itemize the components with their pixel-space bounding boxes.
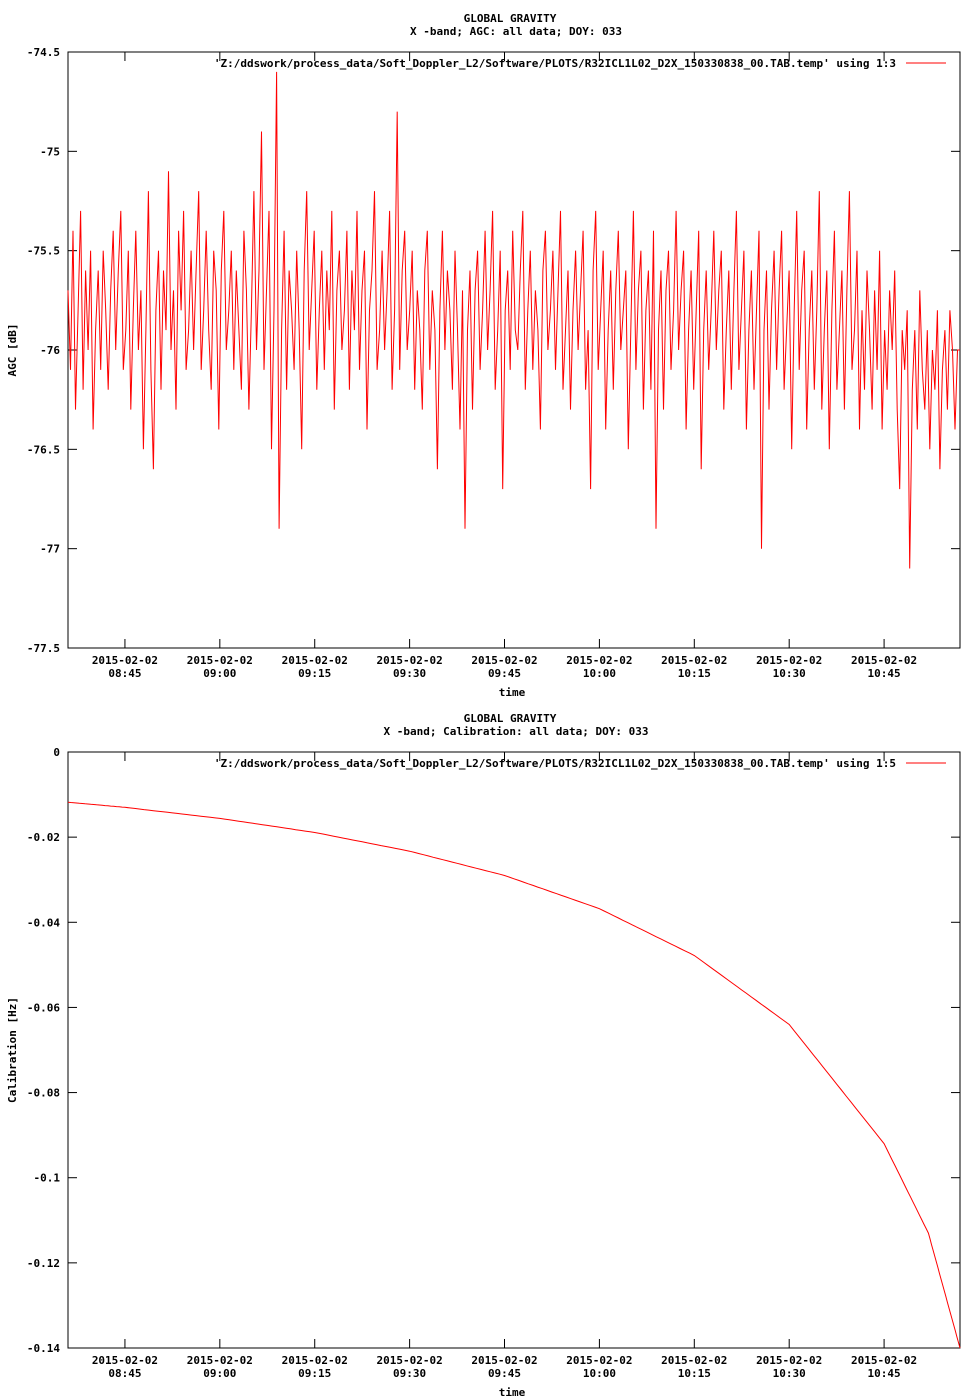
x-tick-time-label: 10:15 [678,667,711,680]
y-tick-label: 0 [53,746,60,759]
x-tick-date-label: 2015-02-02 [282,654,348,667]
legend-entry-label: 'Z:/ddswork/process_data/Soft_Doppler_L2… [214,757,896,770]
x-tick-time-label: 10:30 [773,1367,806,1380]
x-tick-date-label: 2015-02-02 [282,1354,348,1367]
x-tick-date-label: 2015-02-02 [661,1354,727,1367]
y-tick-label: -0.04 [27,916,60,929]
x-axis-label: time [499,1386,526,1399]
y-tick-label: -76 [40,344,60,357]
x-tick-date-label: 2015-02-02 [471,654,537,667]
x-tick-date-label: 2015-02-02 [756,1354,822,1367]
y-tick-label: -75 [40,145,60,158]
calibration-series-line [67,801,961,1349]
y-tick-label: -0.06 [27,1001,60,1014]
plot-frame [67,751,961,1349]
x-tick-date-label: 2015-02-02 [661,654,727,667]
x-tick-date-label: 2015-02-02 [566,1354,632,1367]
y-tick-label: -0.12 [27,1257,60,1270]
x-tick-time-label: 09:15 [298,667,331,680]
chart-subtitle: X -band; AGC: all data; DOY: 033 [410,25,622,38]
y-axis-label: AGC [dB] [6,324,19,377]
x-tick-time-label: 10:30 [773,667,806,680]
x-tick-date-label: 2015-02-02 [566,654,632,667]
legend-entry-label: 'Z:/ddswork/process_data/Soft_Doppler_L2… [214,57,896,70]
x-tick-time-label: 09:00 [203,667,236,680]
x-tick-date-label: 2015-02-02 [92,654,158,667]
x-tick-date-label: 2015-02-02 [187,654,253,667]
y-tick-label: -0.08 [27,1087,60,1100]
y-tick-label: -0.1 [34,1172,61,1185]
x-tick-time-label: 10:45 [868,1367,901,1380]
x-tick-date-label: 2015-02-02 [851,1354,917,1367]
x-tick-time-label: 09:00 [203,1367,236,1380]
x-tick-time-label: 09:45 [488,1367,521,1380]
y-tick-label: -77.5 [27,642,60,655]
y-tick-label: -76.5 [27,443,60,456]
x-tick-time-label: 08:45 [108,667,141,680]
x-tick-time-label: 09:30 [393,667,426,680]
chart-title: GLOBAL GRAVITY [464,12,557,25]
x-axis-label: time [499,686,526,699]
chart-title: GLOBAL GRAVITY [464,712,557,725]
x-tick-date-label: 2015-02-02 [471,1354,537,1367]
agc-series-line [67,71,960,569]
x-tick-time-label: 09:45 [488,667,521,680]
x-tick-time-label: 10:15 [678,1367,711,1380]
chart-subtitle: X -band; Calibration: all data; DOY: 033 [384,725,649,738]
x-tick-date-label: 2015-02-02 [756,654,822,667]
x-tick-time-label: 10:00 [583,1367,616,1380]
x-tick-date-label: 2015-02-02 [92,1354,158,1367]
x-tick-date-label: 2015-02-02 [376,1354,442,1367]
y-tick-label: -0.14 [27,1342,60,1355]
y-tick-label: -0.02 [27,831,60,844]
y-tick-label: -75.5 [27,245,60,258]
x-tick-time-label: 10:45 [868,667,901,680]
x-tick-time-label: 10:00 [583,667,616,680]
x-tick-date-label: 2015-02-02 [851,654,917,667]
y-tick-label: -74.5 [27,46,60,59]
x-tick-date-label: 2015-02-02 [376,654,442,667]
y-tick-label: -77 [40,543,60,556]
x-tick-time-label: 09:30 [393,1367,426,1380]
x-tick-time-label: 08:45 [108,1367,141,1380]
x-tick-date-label: 2015-02-02 [187,1354,253,1367]
y-axis-label: Calibration [Hz] [6,997,19,1103]
x-tick-time-label: 09:15 [298,1367,331,1380]
